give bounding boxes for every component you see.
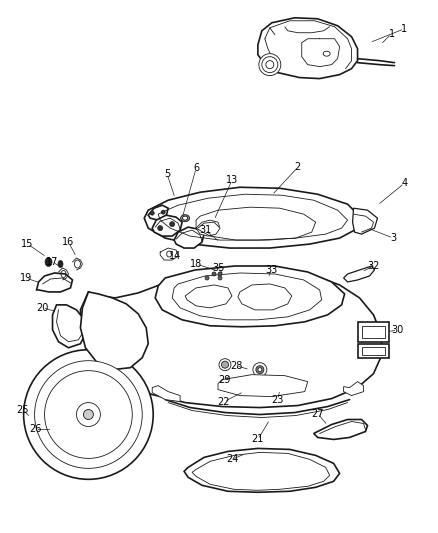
Text: 24: 24 [226, 455, 238, 464]
Ellipse shape [323, 51, 330, 56]
Text: 3: 3 [390, 233, 396, 243]
Polygon shape [155, 266, 345, 327]
Ellipse shape [83, 409, 93, 419]
Text: 2: 2 [295, 163, 301, 172]
Ellipse shape [212, 272, 216, 276]
Text: 4: 4 [401, 178, 407, 188]
Text: 32: 32 [367, 261, 380, 271]
Text: 23: 23 [272, 394, 284, 405]
Polygon shape [196, 220, 220, 236]
Polygon shape [184, 448, 339, 492]
Text: 33: 33 [266, 265, 278, 275]
Ellipse shape [259, 54, 281, 76]
Ellipse shape [24, 350, 153, 479]
Polygon shape [357, 322, 389, 342]
Polygon shape [162, 217, 180, 231]
Polygon shape [152, 215, 182, 236]
Polygon shape [353, 208, 378, 234]
Polygon shape [238, 284, 292, 310]
Text: 22: 22 [218, 397, 230, 407]
Text: 19: 19 [19, 273, 32, 283]
Polygon shape [314, 419, 367, 439]
Polygon shape [258, 18, 357, 78]
Polygon shape [81, 292, 148, 370]
Text: 1: 1 [401, 24, 407, 34]
Ellipse shape [35, 361, 142, 469]
Ellipse shape [253, 362, 267, 377]
Text: 17: 17 [46, 257, 59, 267]
Polygon shape [174, 227, 204, 248]
Polygon shape [218, 375, 308, 397]
Text: 5: 5 [164, 169, 170, 179]
Polygon shape [357, 344, 389, 358]
Polygon shape [343, 266, 374, 282]
Polygon shape [53, 305, 86, 348]
Polygon shape [185, 285, 232, 308]
Ellipse shape [218, 272, 222, 276]
Ellipse shape [256, 366, 264, 374]
Text: 20: 20 [36, 303, 49, 313]
Text: 26: 26 [29, 424, 42, 434]
Ellipse shape [58, 261, 63, 268]
Ellipse shape [45, 257, 52, 266]
Ellipse shape [170, 222, 175, 227]
Ellipse shape [180, 215, 190, 222]
Ellipse shape [45, 370, 132, 458]
Ellipse shape [161, 210, 165, 214]
Polygon shape [343, 382, 364, 395]
Polygon shape [81, 269, 381, 408]
Text: 13: 13 [226, 175, 238, 185]
Ellipse shape [258, 368, 262, 372]
Text: 18: 18 [190, 259, 202, 269]
Ellipse shape [77, 402, 100, 426]
Text: 16: 16 [62, 237, 74, 247]
Text: 15: 15 [21, 239, 34, 249]
Ellipse shape [262, 56, 278, 72]
Polygon shape [37, 273, 72, 292]
Text: 14: 14 [169, 251, 181, 261]
Ellipse shape [219, 359, 231, 370]
Text: 6: 6 [193, 163, 199, 173]
Polygon shape [152, 385, 180, 401]
Text: 28: 28 [230, 361, 242, 370]
Ellipse shape [218, 276, 222, 280]
Ellipse shape [205, 276, 209, 280]
Text: 27: 27 [311, 408, 324, 418]
Text: 21: 21 [252, 434, 264, 445]
Text: 30: 30 [391, 325, 403, 335]
Text: 1: 1 [389, 29, 396, 39]
Ellipse shape [266, 61, 274, 69]
Ellipse shape [222, 361, 229, 368]
Text: 25: 25 [16, 405, 29, 415]
Ellipse shape [158, 225, 162, 231]
Ellipse shape [183, 216, 187, 220]
Text: 31: 31 [199, 225, 211, 235]
Ellipse shape [150, 211, 154, 215]
Polygon shape [148, 205, 168, 220]
Text: 29: 29 [218, 375, 230, 385]
Text: 35: 35 [212, 263, 224, 273]
Polygon shape [144, 187, 361, 248]
